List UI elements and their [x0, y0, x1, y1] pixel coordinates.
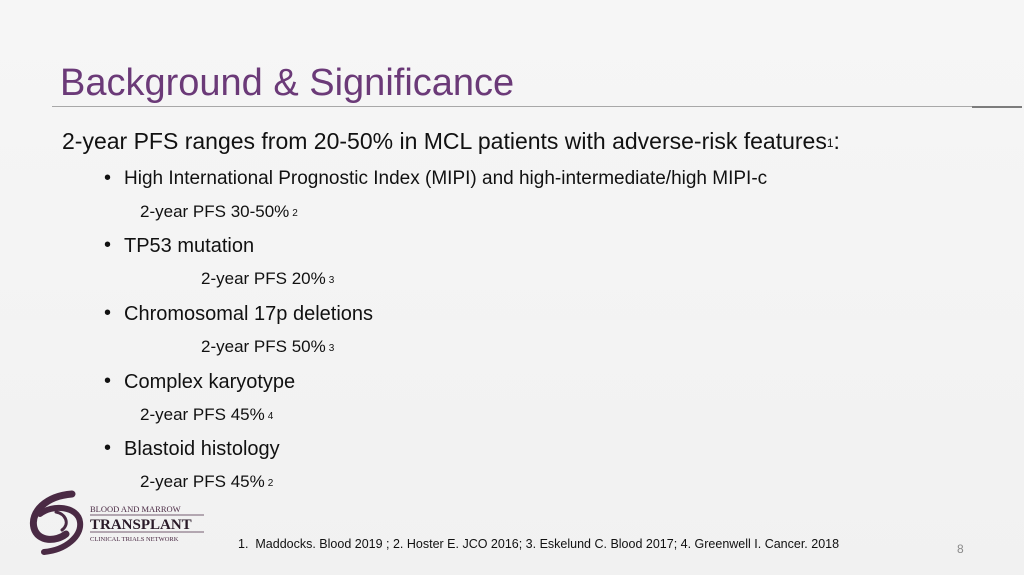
pfs-value-tp53: 2-year PFS 20% 3 — [201, 268, 334, 290]
risk-feature-karyotype: Complex karyotype — [124, 371, 296, 393]
bullet-icon: • — [104, 167, 112, 189]
lead-text: 2-year PFS ranges from 20-50% in MCL pat… — [62, 128, 827, 154]
bullet-icon: • — [104, 234, 112, 256]
references-footnote: 1. Maddocks. Blood 2019 ; 2. Hoster E. J… — [238, 537, 839, 551]
risk-feature-17p: Chromosomal 17p deletions — [124, 303, 374, 325]
bullet-icon: • — [104, 302, 112, 324]
reference-mark: 3 — [328, 275, 335, 286]
bmt-ctn-logo: BLOOD AND MARROW TRANSPLANT CLINICAL TRI… — [29, 490, 204, 555]
lead-statement: 2-year PFS ranges from 20-50% in MCL pat… — [62, 126, 840, 156]
lead-superscript: 1 — [826, 136, 834, 150]
reference-mark: 4 — [267, 411, 274, 422]
pfs-value-karyotype: 2-year PFS 45% 4 — [140, 404, 273, 426]
logo-line3: CLINICAL TRIALS NETWORK — [90, 536, 179, 543]
pfs-text: 2-year PFS 45% — [140, 472, 265, 491]
bullet-icon: • — [104, 437, 112, 459]
slide-title: Background & Significance — [60, 62, 515, 104]
risk-feature-tp53: TP53 mutation — [124, 235, 255, 257]
risk-feature-blastoid: Blastoid histology — [124, 438, 280, 460]
pfs-value-blastoid: 2-year PFS 45% 2 — [140, 471, 273, 493]
pfs-text: 2-year PFS 50% — [201, 337, 326, 356]
title-divider-accent — [972, 106, 1022, 108]
reference-mark: 3 — [328, 343, 335, 354]
reference-mark: 2 — [267, 478, 274, 489]
footnote-number: 1. — [238, 537, 249, 551]
logo-line1: BLOOD AND MARROW — [90, 504, 181, 514]
pfs-text: 2-year PFS 30-50% — [140, 202, 290, 221]
risk-feature-mipi: High International Prognostic Index (MIP… — [124, 168, 768, 189]
pfs-text: 2-year PFS 20% — [201, 269, 326, 288]
bullet-icon: • — [104, 370, 112, 392]
pfs-text: 2-year PFS 45% — [140, 405, 265, 424]
logo-line2: TRANSPLANT — [90, 517, 192, 533]
lead-colon: : — [833, 128, 840, 154]
footnote-text: Maddocks. Blood 2019 ; 2. Hoster E. JCO … — [255, 537, 840, 551]
pfs-value-mipi: 2-year PFS 30-50% 2 — [140, 201, 298, 223]
page-number: 8 — [957, 542, 964, 556]
title-divider — [52, 106, 1022, 107]
reference-mark: 2 — [292, 208, 298, 219]
pfs-value-17p: 2-year PFS 50% 3 — [201, 336, 334, 358]
logo-swirl-icon — [29, 490, 84, 555]
